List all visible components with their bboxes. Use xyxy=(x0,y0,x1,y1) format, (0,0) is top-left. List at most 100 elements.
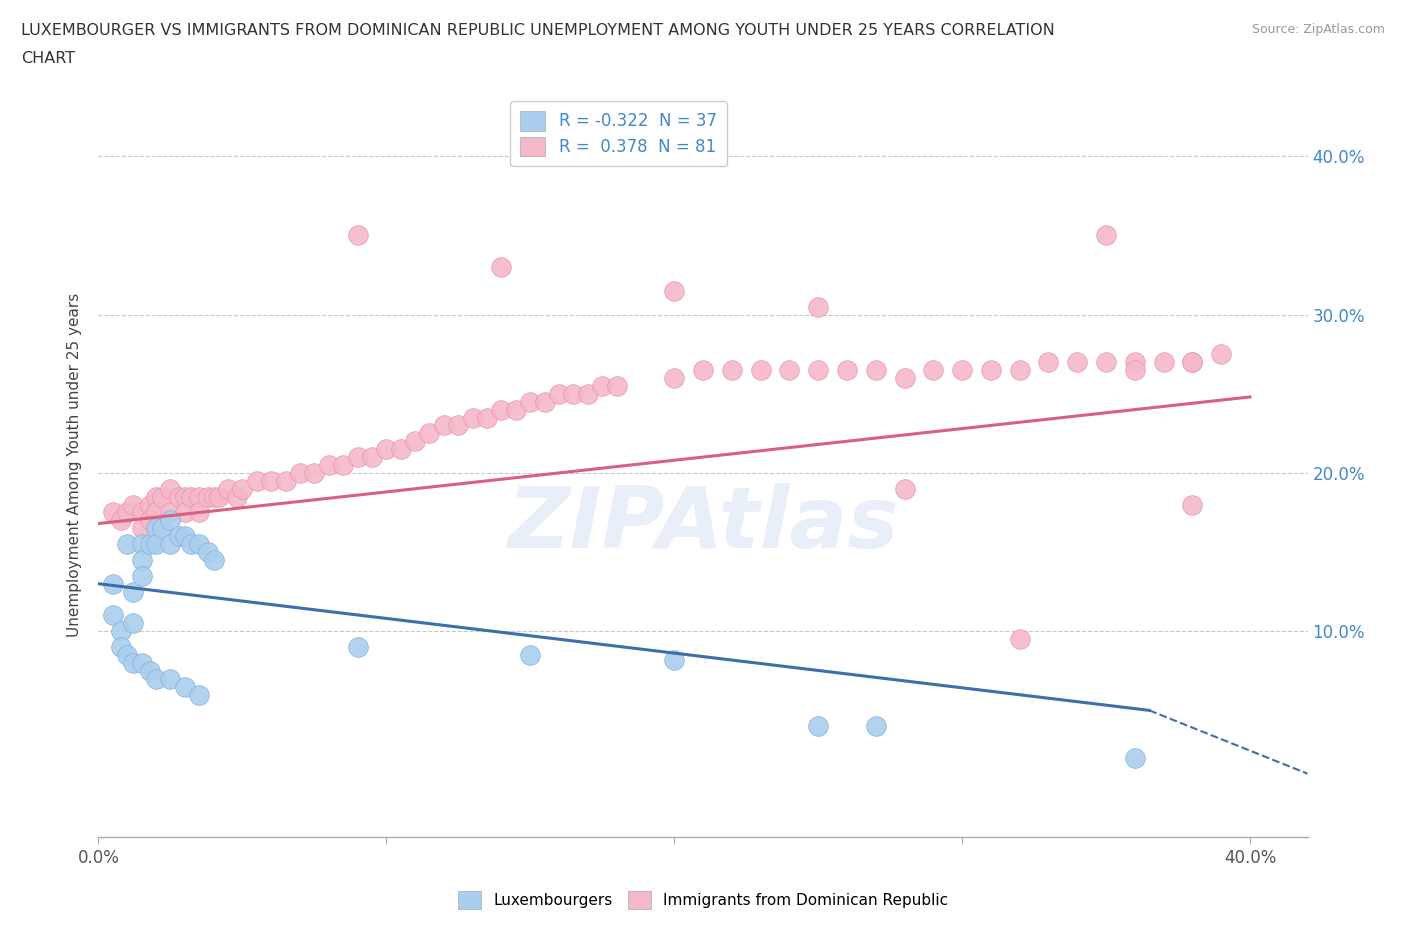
Point xyxy=(188,489,211,504)
Point xyxy=(389,442,412,457)
Point xyxy=(197,489,219,504)
Point xyxy=(807,363,830,378)
Point xyxy=(1181,498,1204,512)
Point xyxy=(167,529,190,544)
Point xyxy=(1095,354,1118,369)
Text: ZIPAtlas: ZIPAtlas xyxy=(508,483,898,566)
Point xyxy=(318,458,340,472)
Point xyxy=(101,505,124,520)
Point xyxy=(519,394,541,409)
Point xyxy=(980,363,1002,378)
Point xyxy=(145,521,167,536)
Text: Source: ZipAtlas.com: Source: ZipAtlas.com xyxy=(1251,23,1385,36)
Point xyxy=(288,466,311,481)
Point xyxy=(145,671,167,686)
Point xyxy=(692,363,714,378)
Point xyxy=(167,489,190,504)
Point xyxy=(1123,751,1146,765)
Point xyxy=(1211,347,1233,362)
Point xyxy=(246,473,269,488)
Point xyxy=(533,394,555,409)
Point xyxy=(159,505,181,520)
Point xyxy=(159,482,181,497)
Point xyxy=(893,370,915,385)
Point xyxy=(865,363,887,378)
Point xyxy=(1095,228,1118,243)
Point xyxy=(131,552,153,567)
Point xyxy=(1123,354,1146,369)
Y-axis label: Unemployment Among Youth under 25 years: Unemployment Among Youth under 25 years xyxy=(67,293,83,637)
Point xyxy=(180,537,202,551)
Point xyxy=(519,647,541,662)
Point xyxy=(835,363,858,378)
Point xyxy=(231,482,253,497)
Point xyxy=(720,363,742,378)
Point xyxy=(145,537,167,551)
Point xyxy=(188,687,211,702)
Point xyxy=(491,259,513,274)
Point xyxy=(346,228,368,243)
Point xyxy=(576,386,599,401)
Point xyxy=(562,386,585,401)
Point xyxy=(139,513,162,528)
Point xyxy=(807,719,830,734)
Point xyxy=(145,489,167,504)
Point xyxy=(1008,631,1031,646)
Point xyxy=(115,537,138,551)
Point xyxy=(346,640,368,655)
Point xyxy=(115,647,138,662)
Point xyxy=(950,363,973,378)
Text: CHART: CHART xyxy=(21,51,75,66)
Point xyxy=(159,671,181,686)
Point xyxy=(101,608,124,623)
Point xyxy=(150,489,173,504)
Point xyxy=(1153,354,1175,369)
Point xyxy=(433,418,456,432)
Point xyxy=(491,402,513,417)
Point xyxy=(778,363,800,378)
Point xyxy=(188,505,211,520)
Point xyxy=(202,552,225,567)
Point xyxy=(1181,354,1204,369)
Point xyxy=(807,299,830,314)
Point xyxy=(461,410,484,425)
Point xyxy=(131,568,153,583)
Legend: Luxembourgers, Immigrants from Dominican Republic: Luxembourgers, Immigrants from Dominican… xyxy=(451,885,955,915)
Point xyxy=(606,379,628,393)
Point xyxy=(131,505,153,520)
Point xyxy=(173,505,195,520)
Point xyxy=(173,679,195,694)
Point xyxy=(115,505,138,520)
Point xyxy=(180,489,202,504)
Point xyxy=(131,521,153,536)
Point xyxy=(346,449,368,464)
Point xyxy=(361,449,384,464)
Point xyxy=(101,577,124,591)
Point xyxy=(122,616,145,631)
Point xyxy=(260,473,283,488)
Point xyxy=(139,537,162,551)
Point xyxy=(749,363,772,378)
Point xyxy=(217,482,239,497)
Point xyxy=(332,458,354,472)
Point xyxy=(1123,363,1146,378)
Point xyxy=(664,370,686,385)
Point xyxy=(447,418,470,432)
Point xyxy=(150,521,173,536)
Point xyxy=(208,489,231,504)
Point xyxy=(548,386,571,401)
Point xyxy=(159,513,181,528)
Point xyxy=(304,466,326,481)
Point xyxy=(131,656,153,671)
Point xyxy=(418,426,440,441)
Point xyxy=(375,442,398,457)
Point xyxy=(475,410,498,425)
Point xyxy=(1066,354,1088,369)
Point xyxy=(110,640,132,655)
Point xyxy=(139,663,162,678)
Text: LUXEMBOURGER VS IMMIGRANTS FROM DOMINICAN REPUBLIC UNEMPLOYMENT AMONG YOUTH UNDE: LUXEMBOURGER VS IMMIGRANTS FROM DOMINICA… xyxy=(21,23,1054,38)
Point xyxy=(274,473,297,488)
Point xyxy=(225,489,247,504)
Point xyxy=(922,363,945,378)
Point xyxy=(110,513,132,528)
